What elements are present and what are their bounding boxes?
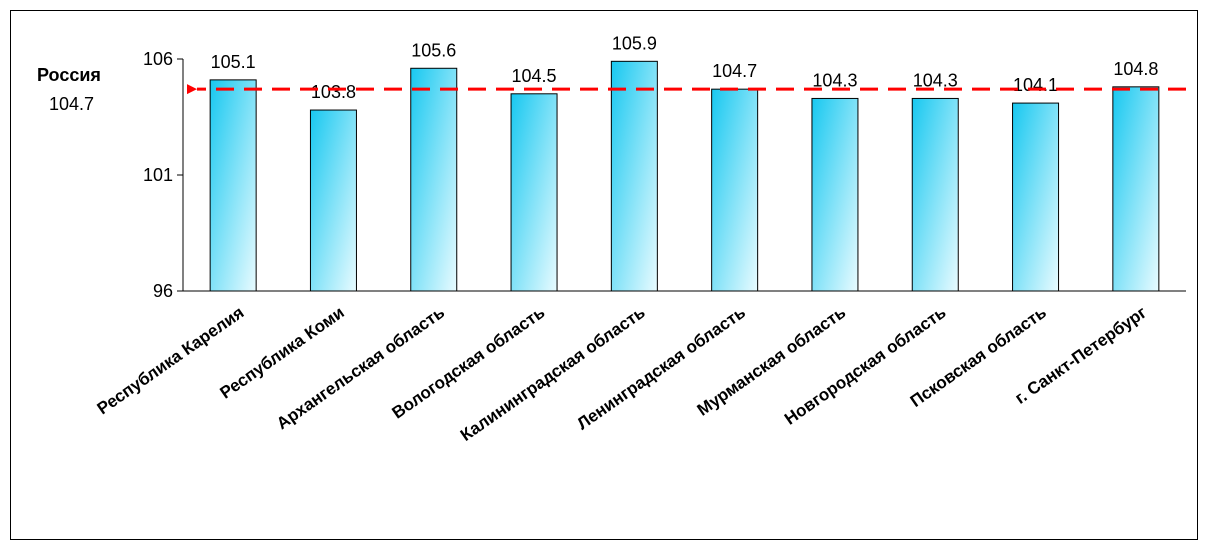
bar [209,79,257,292]
data-label: 105.6 [411,40,456,60]
data-label: 105.1 [211,52,256,72]
reference-name: Россия [37,65,101,85]
data-label: 105.9 [612,33,657,53]
category-label: Калининградская область [457,303,649,445]
data-label: 104.5 [512,66,557,86]
y-tick-label: 106 [143,49,173,69]
category-label: Ленинградская область [573,303,748,434]
bar [1012,102,1060,292]
bar [610,60,658,292]
bar [510,93,558,292]
chart-frame: Россия 104.7 96 101 106 105.1 103.8 105.6 104… [10,10,1198,540]
data-label: 104.8 [1113,59,1158,79]
data-label: 104.3 [913,70,958,90]
bar [911,97,959,292]
bar [711,88,759,292]
category-label: Архангельская область [273,303,448,434]
reference-value: 104.7 [49,94,94,114]
data-label: 104.1 [1013,75,1058,95]
y-tick-label: 101 [143,165,173,185]
data-label: 104.7 [712,61,757,81]
y-tick-label: 96 [153,281,173,301]
data-label: 103.8 [311,82,356,102]
bar [410,67,458,292]
data-label: 104.3 [812,70,857,90]
category-label: Республика Карелия [94,303,248,419]
bar-chart: Россия 104.7 96 101 106 105.1 103.8 105.6 104… [37,33,1186,445]
bar [1112,86,1160,292]
bar [811,97,859,292]
bar [309,109,357,292]
category-label: Новгородская область [781,303,950,429]
